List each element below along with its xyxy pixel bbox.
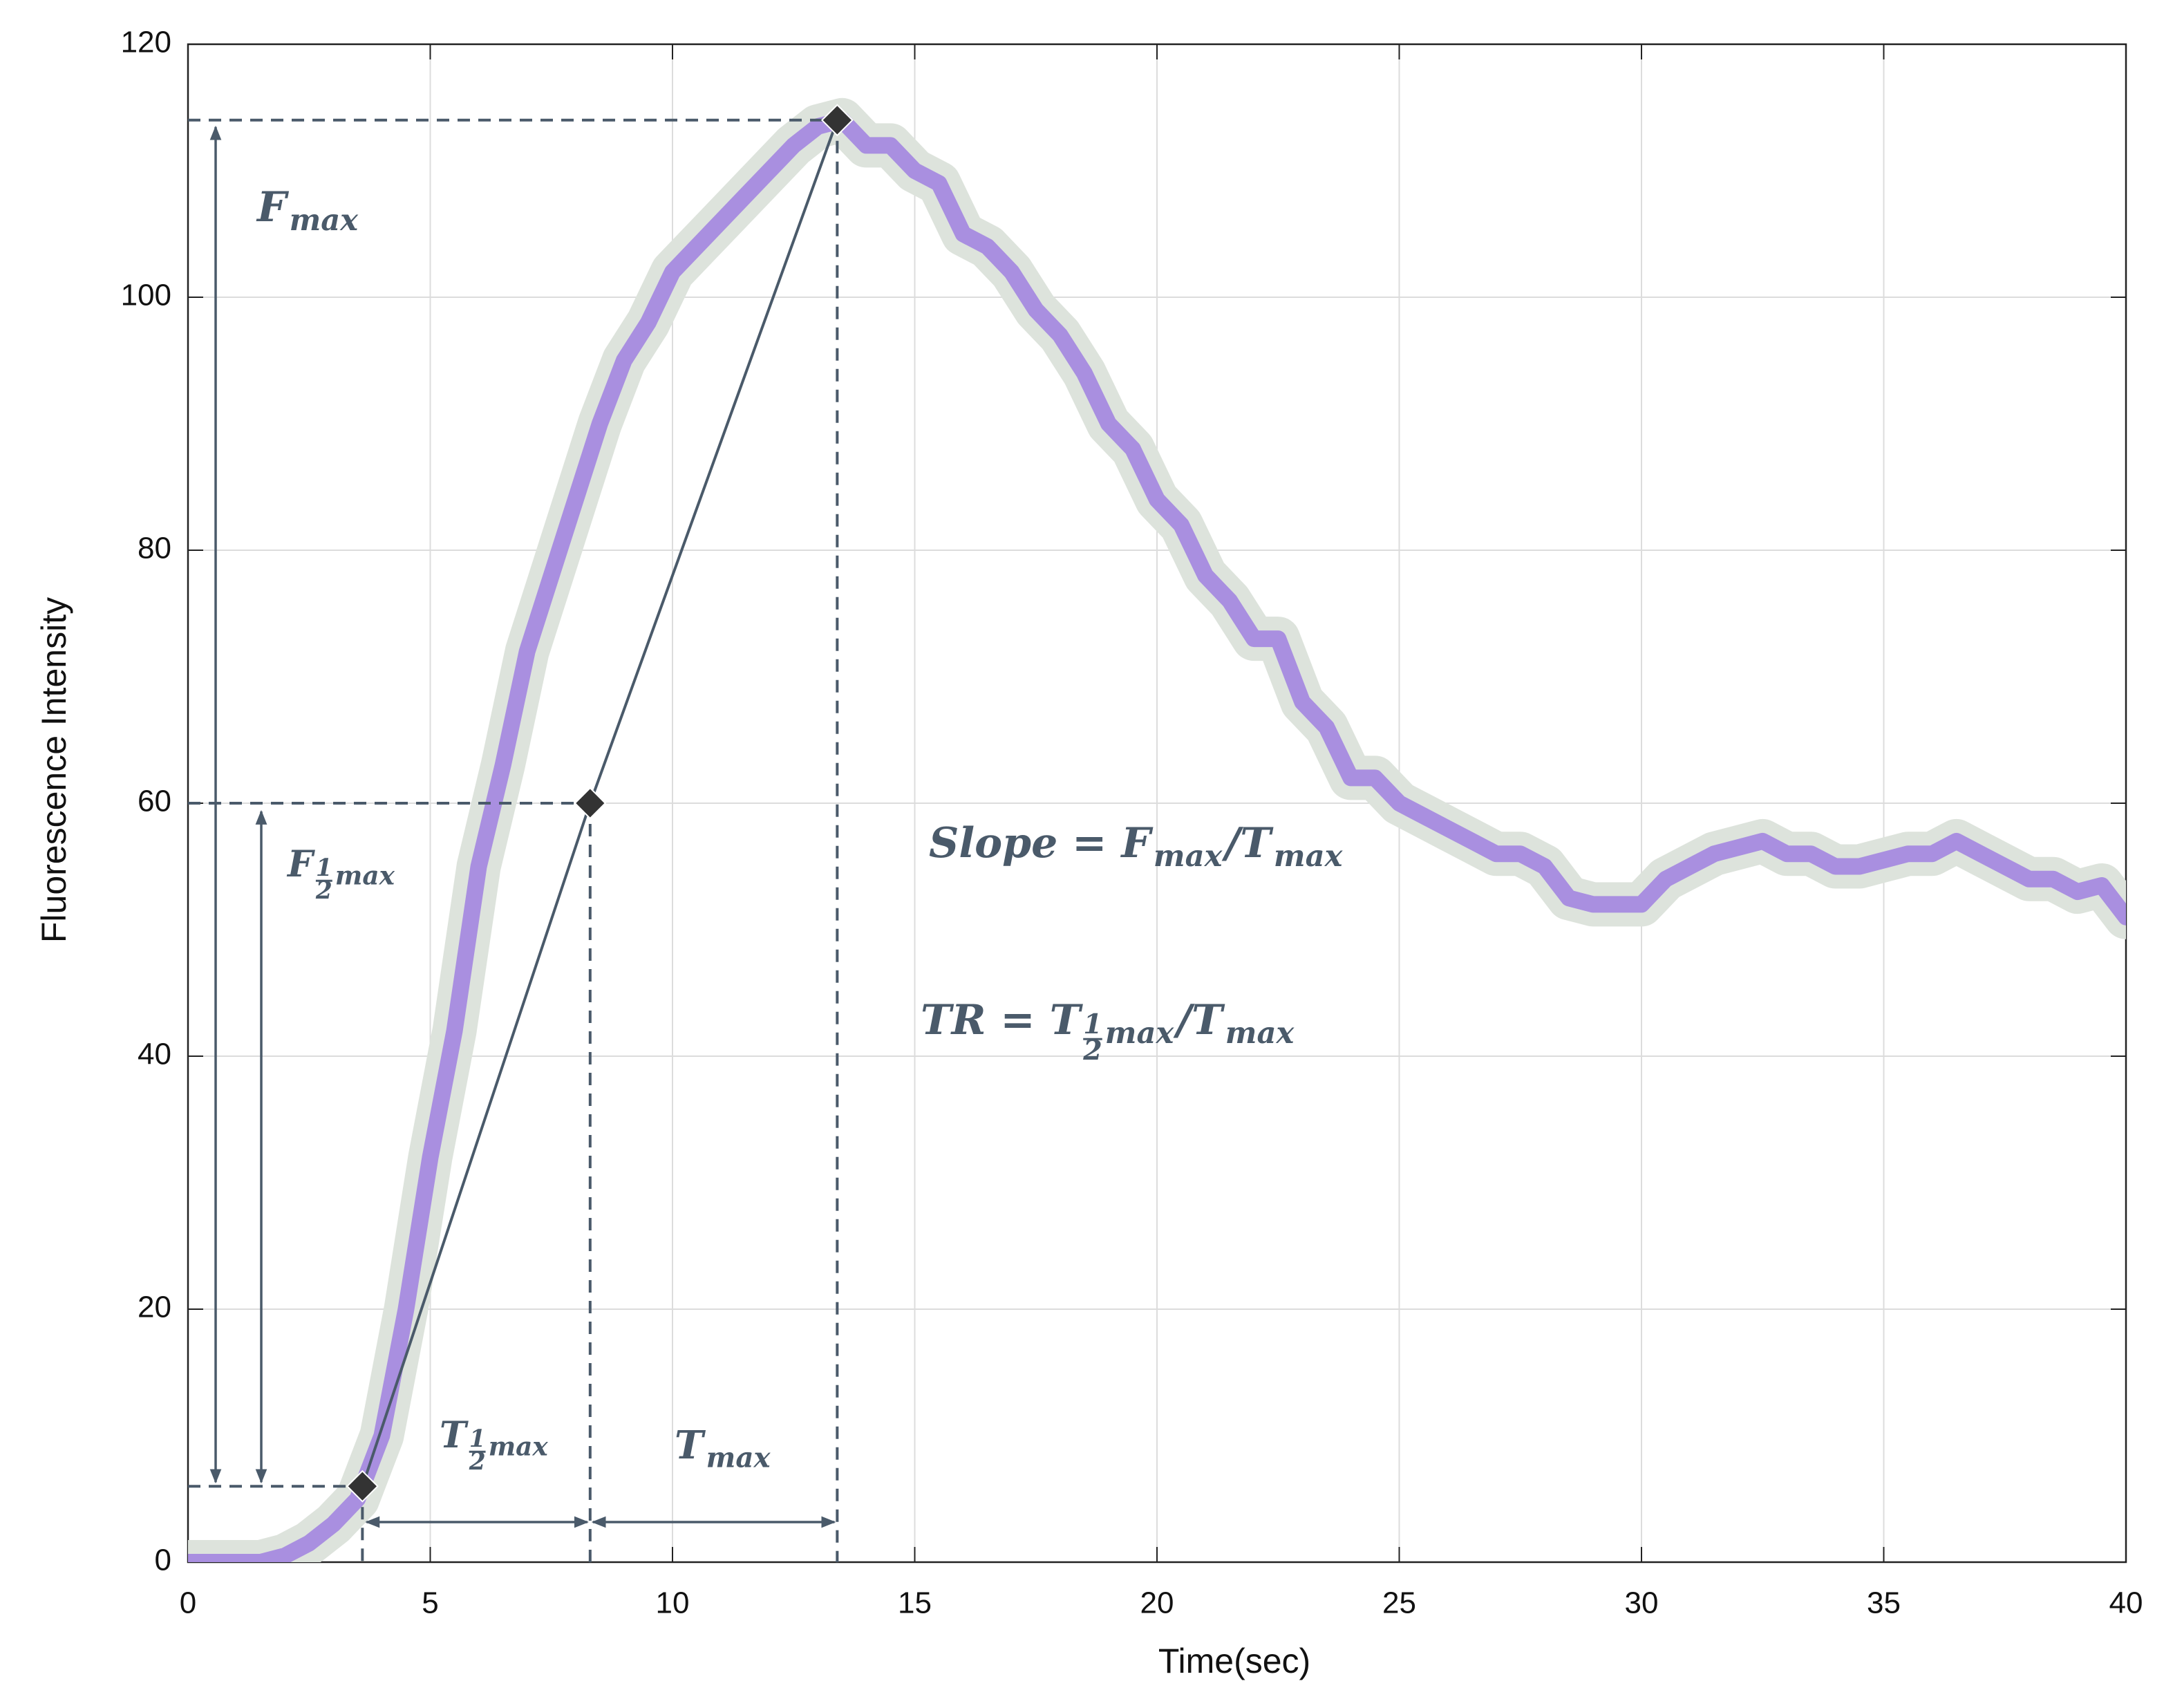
key-point xyxy=(346,1470,379,1503)
annotation-text: T xyxy=(440,1414,469,1456)
y-tick-label: 80 xyxy=(138,532,171,565)
annotation-text: 2 xyxy=(469,1448,486,1476)
annotation-text: 2 xyxy=(315,877,332,905)
annotation-text: 1 xyxy=(1083,1008,1102,1040)
x-tick-label: 0 xyxy=(180,1586,196,1620)
annotation-text: /T xyxy=(1221,819,1274,867)
y-tick-label: 40 xyxy=(138,1038,171,1071)
x-tick-label: 25 xyxy=(1382,1586,1416,1620)
x-tick-label: 35 xyxy=(1867,1586,1901,1620)
y-tick-label: 100 xyxy=(121,279,171,312)
y-tick-label: 60 xyxy=(138,785,171,818)
x-axis-label: Time(sec) xyxy=(1158,1642,1310,1680)
x-tick-label: 40 xyxy=(2109,1586,2143,1620)
x-tick-label: 5 xyxy=(422,1586,438,1620)
key-point xyxy=(574,787,607,820)
annotation-text: F xyxy=(256,183,290,232)
annotation-text: max xyxy=(1225,1015,1295,1051)
annotation-text: max xyxy=(335,860,395,890)
annotation-text: TR = T xyxy=(921,996,1084,1044)
annotation-text: max xyxy=(290,203,359,238)
x-tick-label: 30 xyxy=(1625,1586,1659,1620)
x-tick-label: 20 xyxy=(1140,1586,1174,1620)
y-tick-label: 0 xyxy=(155,1543,171,1577)
annotation-text: max xyxy=(489,1431,549,1461)
annotation-text: 1 xyxy=(469,1425,486,1453)
annotation: TR = T 12 max/T max xyxy=(921,996,1295,1067)
annotation-text: T xyxy=(675,1423,706,1468)
annotation-text: 1 xyxy=(316,854,332,882)
annotation-text: max xyxy=(1105,1015,1175,1051)
key-point xyxy=(820,104,854,137)
annotation-text: max xyxy=(1154,838,1223,874)
annotation-text: /T xyxy=(1173,996,1225,1044)
x-tick-label: 10 xyxy=(656,1586,690,1620)
line-series xyxy=(188,111,2126,1562)
y-tick-label: 20 xyxy=(138,1291,171,1324)
y-tick-label: 120 xyxy=(121,26,171,59)
annotation-text: max xyxy=(706,1440,771,1474)
x-tick-label: 15 xyxy=(898,1586,932,1620)
annotation-text: 2 xyxy=(1082,1035,1102,1067)
annotation-text: F xyxy=(286,843,315,885)
annotation-text: max xyxy=(1274,838,1344,874)
y-axis-label: Fluorescence Intensity xyxy=(35,597,73,943)
annotation-text: Slope = F xyxy=(929,819,1154,867)
